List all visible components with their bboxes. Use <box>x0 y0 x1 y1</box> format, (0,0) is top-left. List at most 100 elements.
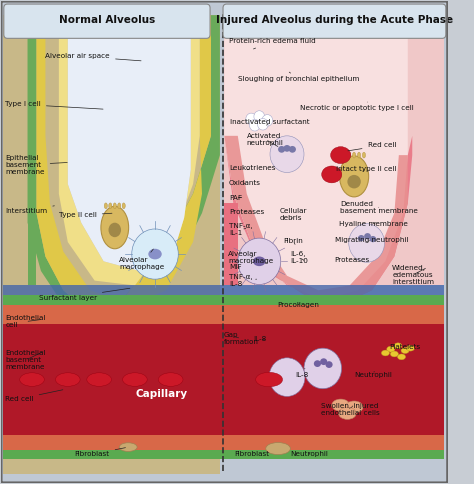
Polygon shape <box>3 286 444 295</box>
Text: Proteases: Proteases <box>334 257 369 263</box>
Ellipse shape <box>109 223 121 237</box>
Circle shape <box>249 120 260 131</box>
Ellipse shape <box>387 346 395 352</box>
Ellipse shape <box>347 152 351 158</box>
Text: Widened,
edematous
interstitium: Widened, edematous interstitium <box>392 265 434 285</box>
FancyBboxPatch shape <box>223 4 446 38</box>
Text: MIF: MIF <box>229 264 241 270</box>
Circle shape <box>246 113 256 125</box>
Polygon shape <box>59 15 200 286</box>
Text: Endothelial
cell: Endothelial cell <box>5 315 46 328</box>
Text: Cellular
debris: Cellular debris <box>279 209 307 222</box>
Ellipse shape <box>119 443 137 452</box>
Ellipse shape <box>343 152 346 158</box>
Ellipse shape <box>320 358 327 365</box>
Text: Necrotic or apoptotic type I cell: Necrotic or apoptotic type I cell <box>301 102 414 111</box>
Ellipse shape <box>406 345 414 351</box>
Ellipse shape <box>353 152 356 158</box>
Polygon shape <box>68 15 191 271</box>
Ellipse shape <box>123 373 147 386</box>
Text: Denuded
basement membrane: Denuded basement membrane <box>340 201 418 214</box>
Polygon shape <box>3 305 444 324</box>
Text: IL-6,
IL-10: IL-6, IL-10 <box>291 251 309 264</box>
Ellipse shape <box>266 442 291 454</box>
Ellipse shape <box>382 350 390 356</box>
Polygon shape <box>224 136 408 305</box>
Polygon shape <box>3 450 444 459</box>
Ellipse shape <box>289 146 296 153</box>
Polygon shape <box>3 310 444 450</box>
Text: PAF: PAF <box>229 195 242 200</box>
Text: Intact type II cell: Intact type II cell <box>336 166 397 172</box>
Text: Alveolar
macrophage: Alveolar macrophage <box>228 251 273 264</box>
Circle shape <box>257 119 268 130</box>
Polygon shape <box>3 15 220 474</box>
Ellipse shape <box>113 203 116 209</box>
Text: Neutrophil: Neutrophil <box>354 371 392 378</box>
Polygon shape <box>224 136 412 305</box>
Ellipse shape <box>20 373 44 386</box>
Text: Proteases: Proteases <box>229 209 264 215</box>
Circle shape <box>262 115 273 126</box>
Ellipse shape <box>401 348 409 353</box>
Text: TNF-α,
IL-1: TNF-α, IL-1 <box>229 223 253 236</box>
Text: Protein-rich edema fluid: Protein-rich edema fluid <box>229 38 316 49</box>
Text: IL-8: IL-8 <box>295 368 308 378</box>
Ellipse shape <box>358 235 365 242</box>
Text: Normal Alveolus: Normal Alveolus <box>59 15 155 26</box>
Ellipse shape <box>55 373 80 386</box>
Text: Red cell: Red cell <box>348 142 396 151</box>
Ellipse shape <box>326 361 333 368</box>
Text: Neutrophil: Neutrophil <box>291 452 328 457</box>
Ellipse shape <box>370 236 376 242</box>
Ellipse shape <box>101 206 128 249</box>
Ellipse shape <box>338 408 356 419</box>
Text: Hyaline membrane: Hyaline membrane <box>339 221 408 227</box>
Text: Red cell: Red cell <box>5 390 63 402</box>
Polygon shape <box>36 15 211 310</box>
Polygon shape <box>3 324 444 435</box>
Text: Gap
formation: Gap formation <box>224 332 259 345</box>
Text: IL-8: IL-8 <box>254 336 267 343</box>
Text: Epithelial
basement
membrane: Epithelial basement membrane <box>5 155 67 175</box>
Ellipse shape <box>87 373 111 386</box>
Polygon shape <box>224 15 444 286</box>
Text: Type II cell: Type II cell <box>59 212 112 218</box>
Ellipse shape <box>158 373 183 386</box>
Ellipse shape <box>278 146 285 153</box>
Text: Alveolar
macrophage: Alveolar macrophage <box>119 249 164 270</box>
Text: Inactivated surfactant: Inactivated surfactant <box>230 120 310 125</box>
Ellipse shape <box>118 203 121 209</box>
Text: Fibrin: Fibrin <box>283 238 303 244</box>
Ellipse shape <box>364 233 371 240</box>
Text: Surfactant layer: Surfactant layer <box>39 288 130 301</box>
Text: Swollen, injured
endothelial cells: Swollen, injured endothelial cells <box>320 404 379 416</box>
Circle shape <box>254 111 264 122</box>
Polygon shape <box>224 203 238 286</box>
Text: Fibroblast: Fibroblast <box>234 452 269 457</box>
Text: Leukotrienes: Leukotrienes <box>229 165 275 171</box>
FancyBboxPatch shape <box>4 4 210 38</box>
Ellipse shape <box>391 351 398 357</box>
Text: Migrating neutrophil: Migrating neutrophil <box>335 237 409 242</box>
Ellipse shape <box>332 399 350 411</box>
Text: Injured Alveolus during the Acute Phase: Injured Alveolus during the Acute Phase <box>216 15 453 26</box>
Polygon shape <box>3 295 444 305</box>
Ellipse shape <box>148 249 162 259</box>
Circle shape <box>304 348 342 389</box>
Text: Activated
neutrophil: Activated neutrophil <box>247 133 283 147</box>
Polygon shape <box>27 223 36 286</box>
Ellipse shape <box>339 156 369 197</box>
Polygon shape <box>224 15 408 300</box>
Circle shape <box>270 136 304 172</box>
Text: TNF-α,
IL-8: TNF-α, IL-8 <box>229 274 256 287</box>
Ellipse shape <box>398 354 406 360</box>
Text: Platelets: Platelets <box>389 344 420 350</box>
Ellipse shape <box>283 145 291 152</box>
Ellipse shape <box>394 343 402 348</box>
Text: Interstitium: Interstitium <box>5 206 55 213</box>
Ellipse shape <box>357 152 361 158</box>
Ellipse shape <box>322 166 342 183</box>
Text: Alveolar air space: Alveolar air space <box>46 53 141 61</box>
Ellipse shape <box>109 203 112 209</box>
